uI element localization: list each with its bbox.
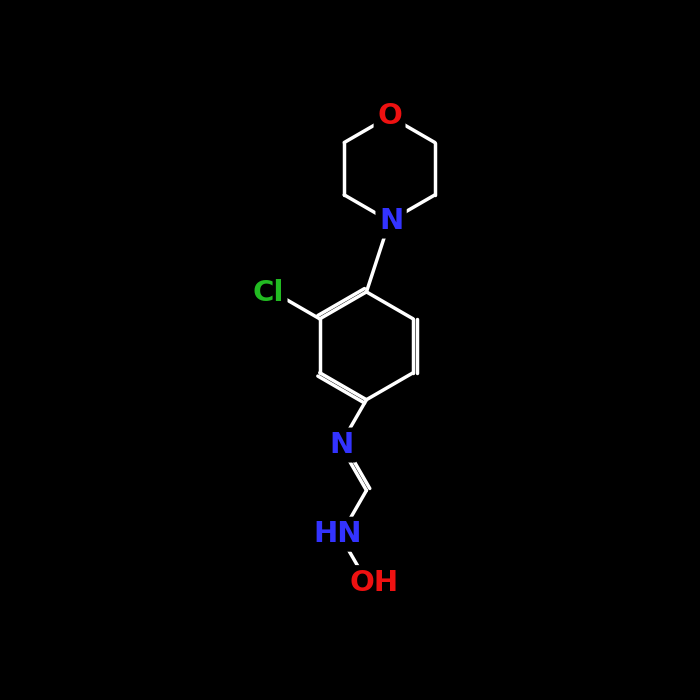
Text: HN: HN — [313, 520, 361, 548]
Text: Cl: Cl — [253, 279, 284, 307]
Text: O: O — [377, 102, 402, 130]
Text: OH: OH — [349, 568, 399, 596]
Text: N: N — [330, 431, 354, 459]
Text: N: N — [379, 207, 403, 235]
